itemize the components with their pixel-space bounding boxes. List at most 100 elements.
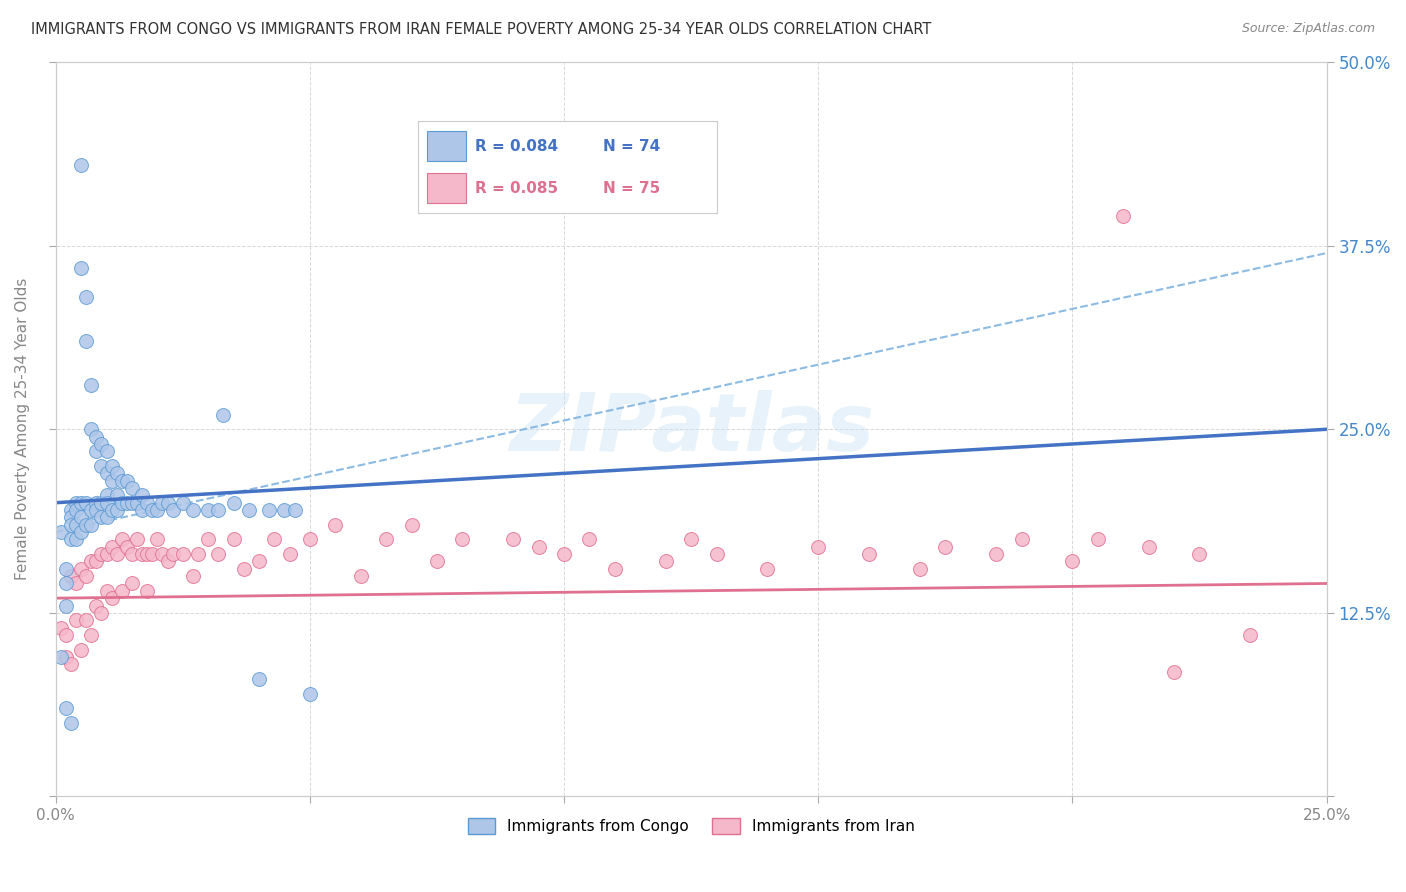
Point [156, 554, 179, 568]
Point [55, 562, 77, 576]
Point [90, 437, 112, 451]
Point [152, 496, 174, 510]
Point [451, 533, 474, 547]
Point [75, 496, 97, 510]
Point [70, 525, 93, 540]
Point [80, 422, 103, 436]
Point [247, 554, 270, 568]
Point [59, 503, 82, 517]
Point [131, 503, 153, 517]
Point [105, 503, 128, 517]
Point [298, 533, 321, 547]
Point [162, 503, 184, 517]
Point [90, 547, 112, 561]
Point [86, 599, 108, 613]
Point [141, 547, 163, 561]
Point [111, 474, 134, 488]
Point [59, 517, 82, 532]
Point [55, 701, 77, 715]
Point [654, 554, 676, 568]
Point [222, 533, 245, 547]
Point [111, 583, 134, 598]
Point [75, 290, 97, 304]
Point [100, 540, 122, 554]
Point [96, 583, 118, 598]
Point [105, 547, 128, 561]
Point [181, 569, 204, 583]
Point [59, 657, 82, 672]
Point [984, 547, 1007, 561]
Point [125, 496, 148, 510]
Point [96, 444, 118, 458]
Point [65, 496, 87, 510]
Point [172, 496, 194, 510]
Point [273, 503, 295, 517]
Point [1239, 628, 1261, 642]
Point [115, 496, 138, 510]
Point [55, 599, 77, 613]
Point [59, 533, 82, 547]
Point [121, 496, 143, 510]
Point [162, 547, 184, 561]
Point [1112, 210, 1135, 224]
Point [55, 576, 77, 591]
Point [502, 533, 524, 547]
Point [86, 496, 108, 510]
Point [96, 510, 118, 524]
Point [278, 547, 301, 561]
Point [80, 503, 103, 517]
Point [115, 474, 138, 488]
Point [298, 687, 321, 701]
Point [238, 503, 260, 517]
Point [706, 547, 728, 561]
Point [70, 158, 93, 172]
Point [1062, 554, 1084, 568]
Point [681, 533, 703, 547]
Point [756, 562, 779, 576]
Point [207, 503, 229, 517]
Point [131, 547, 153, 561]
Point [86, 554, 108, 568]
Point [55, 649, 77, 664]
Point [181, 503, 204, 517]
Point [197, 533, 219, 547]
Point [172, 547, 194, 561]
Point [65, 503, 87, 517]
Point [1011, 533, 1033, 547]
Point [100, 474, 122, 488]
Point [807, 540, 830, 554]
Point [86, 444, 108, 458]
Point [121, 481, 143, 495]
Point [96, 467, 118, 481]
Point [96, 488, 118, 502]
Point [146, 533, 169, 547]
Point [111, 496, 134, 510]
Point [1137, 540, 1160, 554]
Point [263, 533, 285, 547]
Point [70, 496, 93, 510]
Point [401, 517, 423, 532]
Point [152, 547, 174, 561]
Point [55, 628, 77, 642]
Point [90, 606, 112, 620]
Point [908, 562, 931, 576]
Point [375, 533, 398, 547]
Point [70, 562, 93, 576]
Point [136, 547, 159, 561]
Point [96, 547, 118, 561]
Point [59, 510, 82, 524]
Point [90, 458, 112, 473]
Text: IMMIGRANTS FROM CONGO VS IMMIGRANTS FROM IRAN FEMALE POVERTY AMONG 25-34 YEAR OL: IMMIGRANTS FROM CONGO VS IMMIGRANTS FROM… [31, 22, 931, 37]
Text: Source: ZipAtlas.com: Source: ZipAtlas.com [1241, 22, 1375, 36]
Point [257, 503, 280, 517]
Point [100, 591, 122, 606]
Point [86, 503, 108, 517]
Point [65, 517, 87, 532]
Point [1087, 533, 1109, 547]
Point [578, 533, 600, 547]
Point [131, 488, 153, 502]
Point [207, 547, 229, 561]
Point [100, 503, 122, 517]
Point [90, 510, 112, 524]
Point [247, 672, 270, 686]
